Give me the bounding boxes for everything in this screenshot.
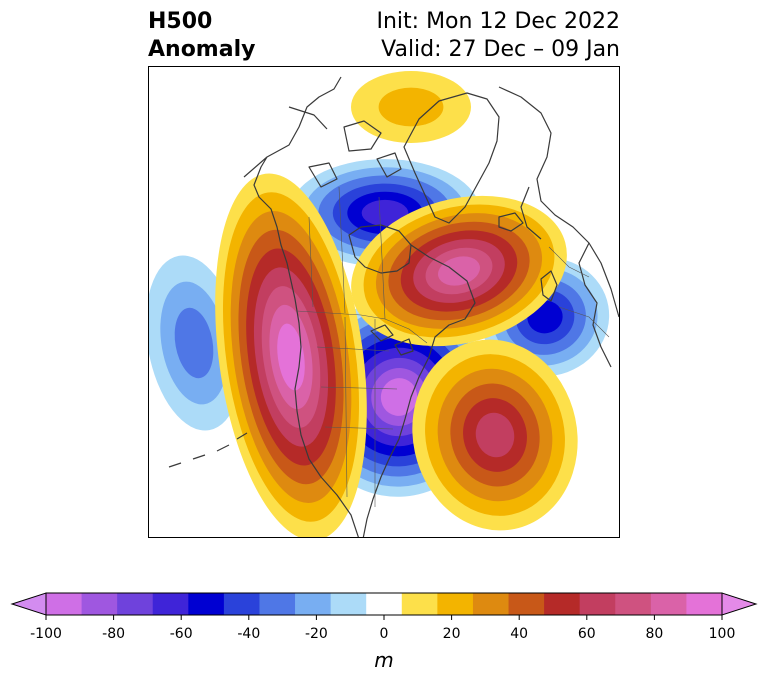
coastline-east [362,244,476,537]
anomaly-greenland-ridge [351,195,567,347]
border-layer [296,186,610,507]
colorbar-tick-label: 100 [708,626,736,642]
colorbar-cell [437,593,474,615]
colorbar-extend-min [10,592,47,616]
colorbar-cell [508,593,545,615]
colorbar [10,592,758,620]
colorbar-tick-label: -80 [102,626,126,642]
coastline-iceland [498,212,524,232]
coastline-aleutians [168,432,248,468]
colorbar-cell [330,593,367,615]
anomaly-fill-layer [149,71,619,537]
colorbar-cell [46,593,82,615]
anomaly-contour [475,412,515,458]
coastline-hudson-bay [348,224,412,274]
coastline-layer [168,76,619,537]
colorbar-cell [401,593,438,615]
colorbar-cell [615,593,652,615]
anomaly-western-na-ridge [215,173,367,537]
coastline-uk [540,270,558,302]
colorbar-tick-label: -20 [304,626,328,642]
colorbar-tick-label: -100 [30,626,62,642]
coastline-greenland [403,92,500,224]
colorbar-tick-label: 0 [379,626,389,642]
anomaly-contour [174,307,214,379]
colorbar-cell [472,593,509,615]
anomaly-map [148,66,620,538]
map-title: H500 Anomaly [148,8,255,64]
colorbar-cell [650,593,687,615]
coastline-great-lakes [370,324,414,356]
colorbar-cell [152,593,189,615]
border-europe [548,246,610,338]
anomaly-contour [378,87,444,127]
colorbar-cell [188,593,225,615]
anomaly-arctic-ridge [351,71,471,143]
coastline-arctic-islands [288,106,402,188]
coastline-europe [498,86,619,368]
coastline-west [243,76,359,537]
colorbar-cell [117,593,154,615]
border-canada-provinces [308,186,386,320]
colorbar-tick-label: 60 [577,626,596,642]
colorbar-tick-label: -40 [237,626,261,642]
colorbar-tick-label: -60 [169,626,193,642]
init-date: Init: Mon 12 Dec 2022 [376,9,621,34]
colorbar-tick-label: 40 [510,626,529,642]
anomaly-contour [438,256,480,286]
colorbar-cell [579,593,616,615]
colorbar-unit-label: m [374,648,394,672]
title-line-1: H500 [148,9,213,34]
anomaly-contour [361,199,409,227]
border-us-states [316,316,398,507]
colorbar-cell [223,593,260,615]
colorbar-cell [686,593,723,615]
title-line-2: Anomaly [148,37,256,62]
anomaly-map-svg [149,71,619,537]
colorbar-extend-max [721,592,758,616]
colorbar-cell [366,593,403,615]
colorbar-cell [259,593,296,615]
colorbar-cell [544,593,581,615]
colorbar-tick-label: 20 [442,626,461,642]
colorbar-cells [10,592,758,620]
forecast-dates: Init: Mon 12 Dec 2022 Valid: 27 Dec – 09… [377,8,621,64]
colorbar-tick-label: 80 [645,626,664,642]
border-us-canada [296,310,428,344]
anomaly-west-atlantic-ridge [412,339,578,531]
valid-range: Valid: 27 Dec – 09 Jan [381,37,620,62]
colorbar-cell [81,593,118,615]
colorbar-cell [295,593,332,615]
